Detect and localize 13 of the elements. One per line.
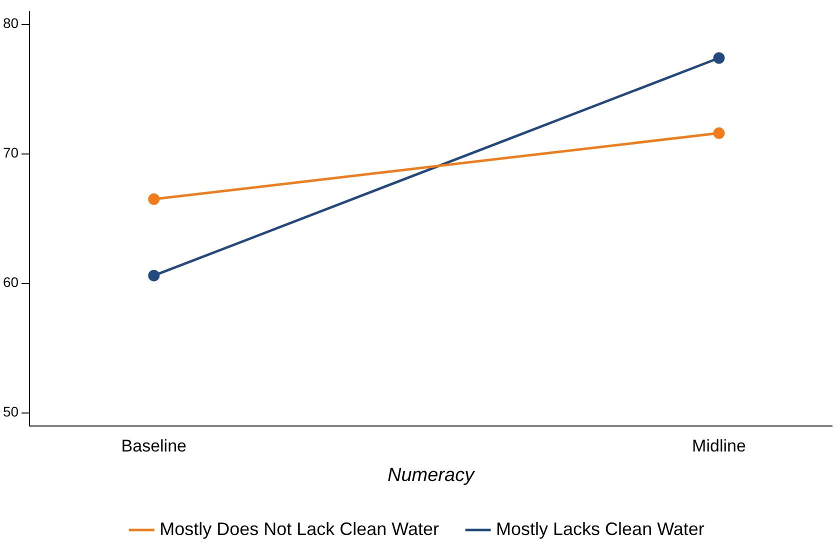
y-tick-label: 80 [2,15,19,32]
x-tick-label: Midline [692,436,746,456]
y-tick-label: 70 [2,144,19,161]
y-tick-label: 60 [2,274,19,290]
point [713,127,725,139]
point [713,52,725,64]
y-tick-label: 50 [2,404,19,420]
legend-label: Mostly Lacks Clean Water [496,518,704,539]
x-axis-title: Numeracy [387,464,476,486]
point [148,193,160,205]
x-tick-label: Baseline [121,436,186,456]
legend-label: Mostly Does Not Lack Clean Water [160,518,440,539]
point [148,270,160,282]
